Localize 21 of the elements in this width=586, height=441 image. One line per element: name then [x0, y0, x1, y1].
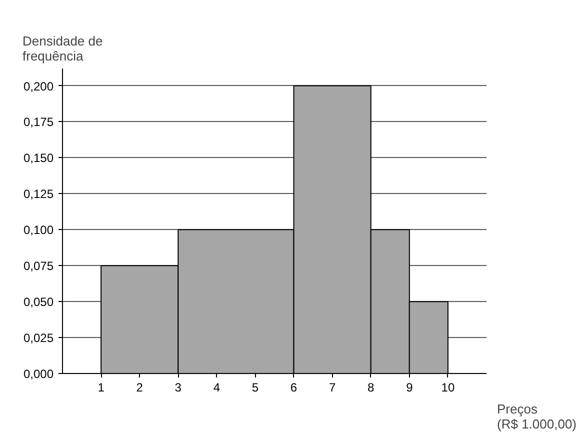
- x-tick-label: 9: [406, 380, 414, 394]
- x-tick-label: 4: [213, 380, 220, 394]
- y-axis-title: Densidade de frequência: [22, 34, 103, 64]
- x-axis-title: Preços (R$ 1.000,00): [497, 402, 577, 432]
- y-tick-label: 0,000: [23, 367, 54, 381]
- y-tick-label: 0,075: [23, 259, 54, 274]
- y-tick-label: 0,100: [23, 223, 54, 238]
- y-tick-label: 0,125: [23, 187, 54, 202]
- y-tick-label: 0,175: [23, 115, 54, 130]
- x-tick-label: 5: [252, 380, 259, 394]
- y-tick-label: 0,200: [23, 79, 54, 94]
- y-tick-label: 0,025: [23, 331, 54, 346]
- x-tick-label: 3: [174, 380, 182, 394]
- y-tick-label: 0,050: [23, 295, 54, 310]
- x-tick-label: 7: [328, 380, 336, 394]
- y-tick-label: 0,150: [23, 151, 54, 166]
- x-tick-label: 1: [98, 380, 105, 394]
- x-tick-label: 2: [136, 380, 144, 394]
- x-tick-label: 10: [441, 380, 455, 394]
- x-tick-label: 6: [290, 380, 298, 394]
- x-tick-label: 8: [368, 380, 375, 394]
